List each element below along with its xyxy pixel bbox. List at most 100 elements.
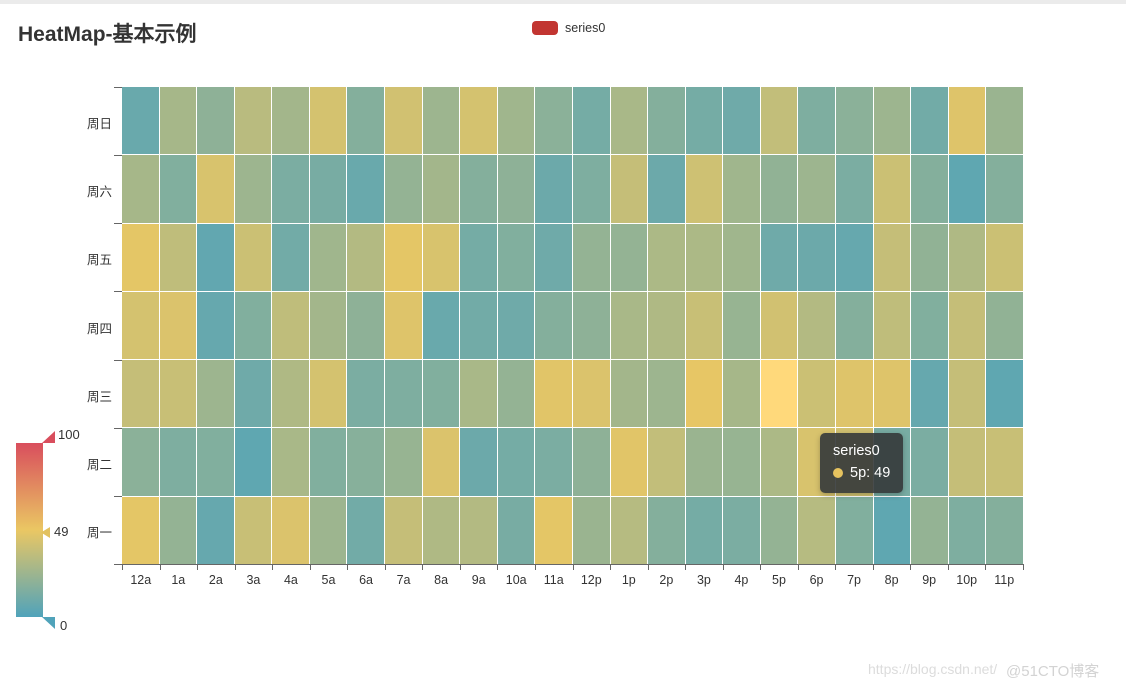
heatmap-cell[interactable] xyxy=(159,291,197,360)
heatmap-cell[interactable] xyxy=(422,360,460,428)
heatmap-cell[interactable] xyxy=(497,291,535,360)
heatmap-cell[interactable] xyxy=(572,87,610,155)
heatmap-cell[interactable] xyxy=(385,223,422,291)
heatmap-cell[interactable] xyxy=(422,87,460,155)
heatmap-cell[interactable] xyxy=(610,496,648,564)
heatmap-cell[interactable] xyxy=(648,87,685,155)
heatmap-cell[interactable] xyxy=(234,87,272,155)
visualmap-max-handle-icon[interactable] xyxy=(42,431,55,443)
heatmap-cell[interactable] xyxy=(309,155,347,223)
heatmap-cell[interactable] xyxy=(385,496,422,564)
heatmap-cell[interactable] xyxy=(911,428,948,496)
heatmap-cell[interactable] xyxy=(385,291,422,360)
heatmap-cell[interactable] xyxy=(159,360,197,428)
heatmap-cell[interactable] xyxy=(122,87,159,155)
heatmap-cell[interactable] xyxy=(460,428,497,496)
heatmap-cell[interactable] xyxy=(272,291,309,360)
heatmap-cell[interactable] xyxy=(197,360,234,428)
heatmap-cell[interactable] xyxy=(685,155,723,223)
heatmap-cell[interactable] xyxy=(159,496,197,564)
heatmap-cell[interactable] xyxy=(309,87,347,155)
heatmap-cell[interactable] xyxy=(986,291,1023,360)
heatmap-cell[interactable] xyxy=(497,223,535,291)
heatmap-cell[interactable] xyxy=(122,223,159,291)
heatmap-cell[interactable] xyxy=(911,87,948,155)
heatmap-cell[interactable] xyxy=(873,360,911,428)
heatmap-cell[interactable] xyxy=(572,155,610,223)
heatmap-cell[interactable] xyxy=(272,223,309,291)
heatmap-cell[interactable] xyxy=(535,155,572,223)
heatmap-cell[interactable] xyxy=(798,223,836,291)
heatmap-cell[interactable] xyxy=(497,87,535,155)
heatmap-cell[interactable] xyxy=(760,428,798,496)
heatmap-cell[interactable] xyxy=(610,87,648,155)
heatmap-cell[interactable] xyxy=(460,496,497,564)
heatmap-cell[interactable] xyxy=(347,428,385,496)
heatmap-cell[interactable] xyxy=(798,428,836,496)
heatmap-cell[interactable] xyxy=(197,87,234,155)
heatmap-cell[interactable] xyxy=(197,291,234,360)
heatmap-cell[interactable] xyxy=(272,360,309,428)
heatmap-cell[interactable] xyxy=(760,291,798,360)
heatmap-cell[interactable] xyxy=(385,155,422,223)
heatmap-cell[interactable] xyxy=(648,223,685,291)
heatmap-cell[interactable] xyxy=(610,428,648,496)
heatmap-cell[interactable] xyxy=(948,496,986,564)
heatmap-cell[interactable] xyxy=(948,223,986,291)
heatmap-cell[interactable] xyxy=(911,291,948,360)
heatmap-cell[interactable] xyxy=(122,360,159,428)
heatmap-cell[interactable] xyxy=(836,291,873,360)
heatmap-cell[interactable] xyxy=(648,496,685,564)
heatmap-cell[interactable] xyxy=(723,496,760,564)
heatmap-cell[interactable] xyxy=(986,360,1023,428)
heatmap-cell[interactable] xyxy=(948,291,986,360)
heatmap-cell[interactable] xyxy=(234,223,272,291)
heatmap-cell[interactable] xyxy=(497,360,535,428)
heatmap-cell[interactable] xyxy=(948,428,986,496)
heatmap-cell[interactable] xyxy=(197,496,234,564)
heatmap-cell[interactable] xyxy=(986,87,1023,155)
heatmap-cell[interactable] xyxy=(347,87,385,155)
heatmap-cell[interactable] xyxy=(234,155,272,223)
heatmap-cell[interactable] xyxy=(986,428,1023,496)
heatmap-cell[interactable] xyxy=(309,496,347,564)
heatmap-cell[interactable] xyxy=(347,155,385,223)
heatmap-cell[interactable] xyxy=(648,155,685,223)
heatmap-cell[interactable] xyxy=(873,223,911,291)
heatmap-cell[interactable] xyxy=(234,360,272,428)
heatmap-cell[interactable] xyxy=(159,428,197,496)
heatmap-cell[interactable] xyxy=(648,428,685,496)
heatmap-cell[interactable] xyxy=(723,87,760,155)
heatmap-cell[interactable] xyxy=(836,496,873,564)
heatmap-cell[interactable] xyxy=(798,496,836,564)
heatmap-cell[interactable] xyxy=(873,496,911,564)
heatmap-cell[interactable] xyxy=(723,155,760,223)
heatmap-cell[interactable] xyxy=(422,223,460,291)
heatmap-cell[interactable] xyxy=(873,428,911,496)
heatmap-cell[interactable] xyxy=(873,291,911,360)
heatmap-cell[interactable] xyxy=(685,87,723,155)
heatmap-cell[interactable] xyxy=(798,291,836,360)
heatmap-cell[interactable] xyxy=(422,496,460,564)
heatmap-cell[interactable] xyxy=(723,291,760,360)
heatmap-cell[interactable] xyxy=(122,291,159,360)
heatmap-cell[interactable] xyxy=(948,155,986,223)
heatmap-cell[interactable] xyxy=(385,428,422,496)
heatmap-cell[interactable] xyxy=(122,496,159,564)
heatmap-cell[interactable] xyxy=(760,223,798,291)
heatmap-cell[interactable] xyxy=(798,155,836,223)
heatmap-cell[interactable] xyxy=(948,360,986,428)
heatmap-cell[interactable] xyxy=(422,155,460,223)
heatmap-cell[interactable] xyxy=(309,360,347,428)
heatmap-cell[interactable] xyxy=(497,428,535,496)
heatmap-cell[interactable] xyxy=(535,496,572,564)
heatmap-cell[interactable] xyxy=(648,291,685,360)
heatmap-cell[interactable] xyxy=(760,87,798,155)
heatmap-cell[interactable] xyxy=(535,360,572,428)
heatmap-cell[interactable] xyxy=(460,291,497,360)
heatmap-cell[interactable] xyxy=(685,360,723,428)
heatmap-cell[interactable] xyxy=(272,428,309,496)
heatmap-cell[interactable] xyxy=(122,155,159,223)
heatmap-cell[interactable] xyxy=(272,155,309,223)
heatmap-cell[interactable] xyxy=(497,496,535,564)
